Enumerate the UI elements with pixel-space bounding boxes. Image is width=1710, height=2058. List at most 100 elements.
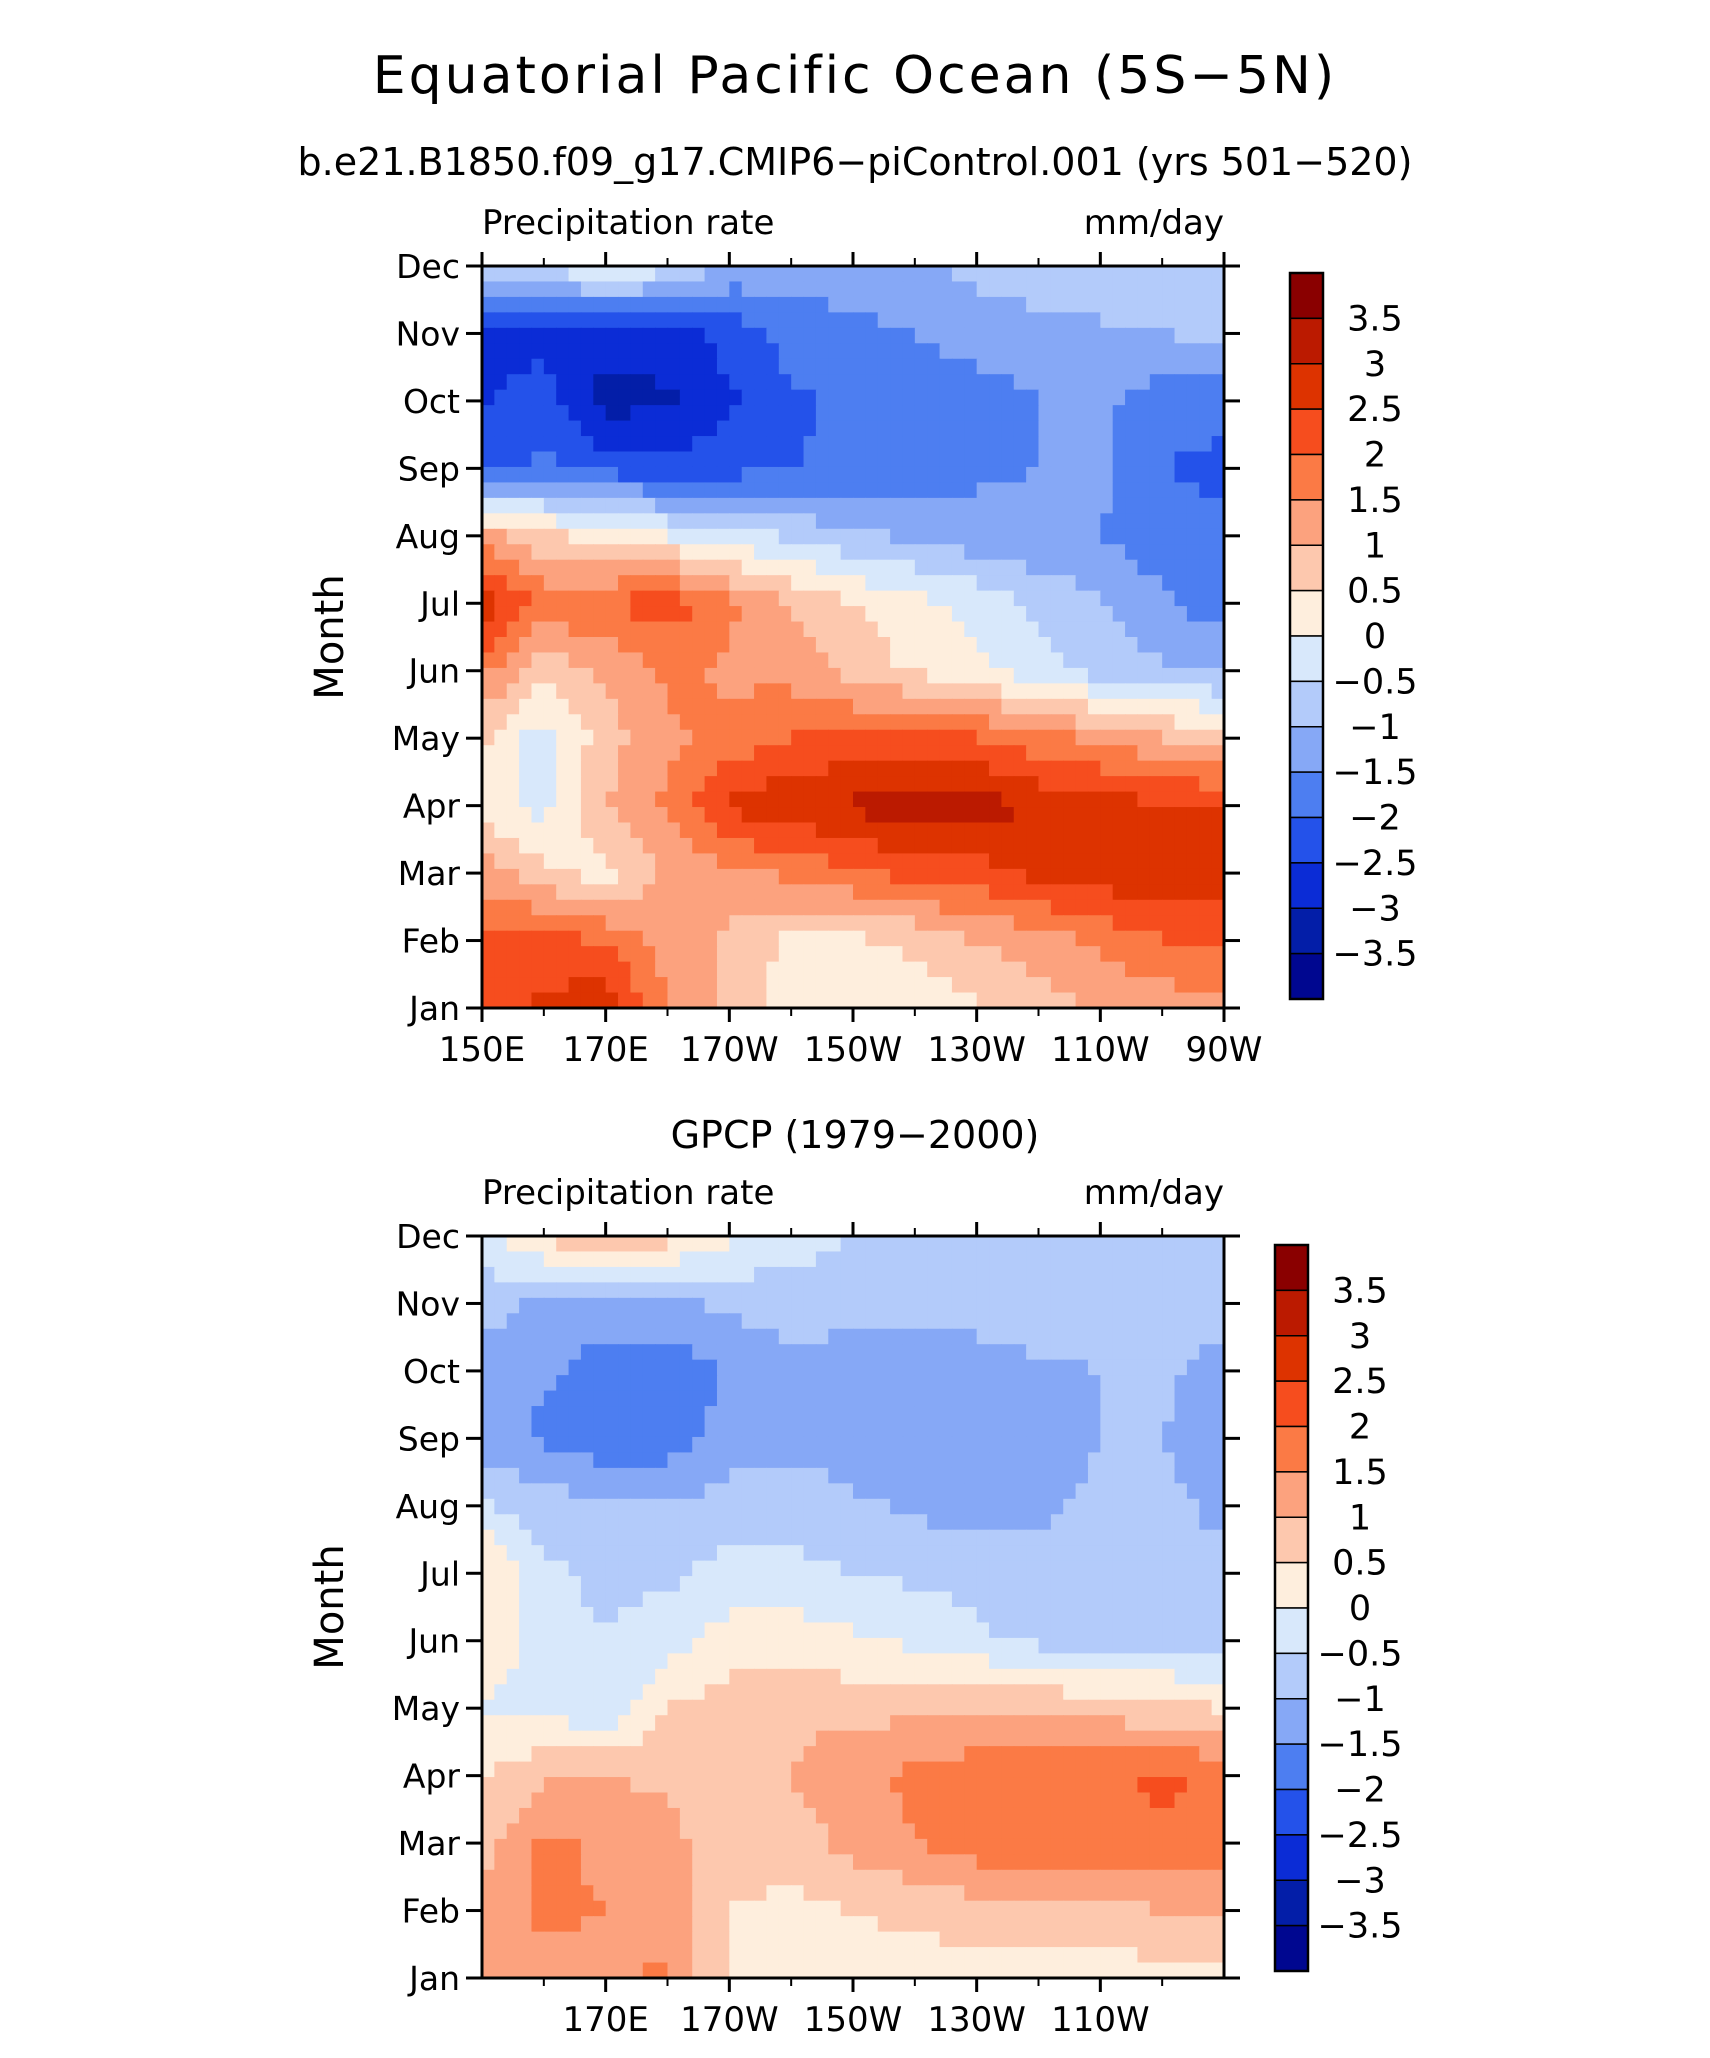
heatmap-cell bbox=[1050, 312, 1064, 329]
heatmap-cell bbox=[568, 1715, 582, 1732]
heatmap-cell bbox=[1186, 1297, 1200, 1314]
heatmap-cell bbox=[1100, 1375, 1114, 1392]
heatmap-cell bbox=[853, 961, 866, 978]
heatmap-cell bbox=[729, 1390, 743, 1407]
heatmap-cell bbox=[741, 497, 755, 514]
heatmap-cell bbox=[1149, 1236, 1163, 1253]
heatmap-cell bbox=[1149, 683, 1163, 700]
heatmap-cell bbox=[506, 1266, 520, 1283]
heatmap-cell bbox=[989, 652, 1002, 669]
heatmap-cell bbox=[1038, 1266, 1052, 1283]
heatmap-cell bbox=[741, 868, 755, 885]
heatmap-cell bbox=[605, 1406, 619, 1423]
heatmap-cell bbox=[890, 930, 904, 947]
heatmap-cell bbox=[679, 312, 693, 329]
heatmap-cell bbox=[556, 745, 570, 762]
heatmap-cell bbox=[815, 698, 829, 715]
heatmap-cell bbox=[853, 296, 866, 313]
heatmap-cell bbox=[902, 1313, 916, 1330]
heatmap-cell bbox=[778, 1746, 792, 1763]
heatmap-cell bbox=[519, 807, 533, 824]
heatmap-cell bbox=[865, 358, 879, 375]
heatmap-cell bbox=[741, 1545, 755, 1562]
heatmap-cell bbox=[655, 1514, 669, 1531]
heatmap-cell bbox=[1174, 946, 1188, 963]
heatmap-cell bbox=[1186, 1607, 1200, 1624]
heatmap-cell bbox=[704, 1390, 718, 1407]
heatmap-cell bbox=[939, 1436, 953, 1454]
heatmap-cell bbox=[791, 497, 805, 514]
heatmap-cell bbox=[927, 884, 941, 901]
heatmap-cell bbox=[1149, 575, 1163, 592]
heatmap-cell bbox=[1050, 1236, 1064, 1253]
heatmap-cell bbox=[1186, 1514, 1200, 1531]
heatmap-cell bbox=[630, 1375, 644, 1392]
heatmap-cell bbox=[506, 1637, 520, 1654]
heatmap-cell bbox=[902, 420, 916, 437]
heatmap-cell bbox=[1186, 281, 1200, 298]
heatmap-cell bbox=[692, 497, 706, 514]
heatmap-cell bbox=[853, 1375, 866, 1392]
heatmap-cell bbox=[692, 1236, 706, 1253]
heatmap-cell bbox=[704, 776, 718, 793]
heatmap-cell bbox=[692, 266, 706, 283]
heatmap-cell bbox=[1112, 1282, 1126, 1299]
heatmap-cell bbox=[1149, 1359, 1163, 1376]
heatmap-cell bbox=[976, 977, 990, 994]
heatmap-cell bbox=[618, 1297, 631, 1314]
heatmap-cell bbox=[506, 1313, 520, 1330]
heatmap-cell bbox=[1162, 977, 1176, 994]
heatmap-cell bbox=[1026, 497, 1040, 514]
heatmap-cell bbox=[939, 776, 953, 793]
heatmap-cell bbox=[1162, 930, 1176, 947]
heatmap-cell bbox=[1075, 1607, 1089, 1624]
heatmap-cell bbox=[1013, 1344, 1027, 1361]
heatmap-cell bbox=[1038, 621, 1052, 638]
heatmap-cell bbox=[803, 1390, 817, 1407]
heatmap-cell bbox=[1186, 745, 1200, 762]
heatmap-cell bbox=[704, 1715, 718, 1732]
heatmap-cell bbox=[692, 1498, 706, 1515]
heatmap-cell bbox=[692, 884, 706, 901]
heatmap-cell bbox=[1162, 807, 1176, 824]
heatmap-cell bbox=[1100, 1313, 1114, 1330]
heatmap-cell bbox=[531, 544, 545, 561]
heatmap-cell bbox=[976, 1498, 990, 1515]
heatmap-cell bbox=[1100, 946, 1114, 963]
heatmap-cell bbox=[1100, 1452, 1114, 1469]
heatmap-cell bbox=[865, 853, 879, 870]
heatmap-cell bbox=[1199, 791, 1213, 808]
heatmap-cell bbox=[531, 1313, 545, 1330]
heatmap-cell bbox=[754, 358, 768, 375]
heatmap-cell bbox=[865, 1297, 879, 1314]
heatmap-cell bbox=[716, 544, 730, 561]
heatmap-cell bbox=[754, 992, 768, 1009]
heatmap-cell bbox=[1162, 575, 1176, 592]
heatmap-cell bbox=[1174, 374, 1188, 391]
heatmap-cell bbox=[1075, 853, 1089, 870]
heatmap-cell bbox=[778, 868, 792, 885]
heatmap-cell bbox=[506, 698, 520, 715]
heatmap-cell bbox=[914, 1622, 928, 1639]
heatmap-cell bbox=[667, 1282, 681, 1299]
heatmap-cell bbox=[1199, 1684, 1213, 1701]
heatmap-cell bbox=[1063, 1591, 1077, 1608]
heatmap-cell bbox=[704, 1514, 718, 1531]
heatmap-cell bbox=[815, 1730, 829, 1747]
heatmap-cell bbox=[754, 1436, 768, 1454]
heatmap-cell bbox=[655, 946, 669, 963]
heatmap-cell bbox=[494, 528, 508, 545]
heatmap-cell bbox=[642, 312, 656, 329]
heatmap-cell bbox=[989, 1715, 1002, 1732]
heatmap-cell bbox=[828, 807, 842, 824]
heatmap-cell bbox=[543, 1746, 557, 1763]
heatmap-cell bbox=[902, 513, 916, 530]
heatmap-cell bbox=[716, 1421, 730, 1438]
heatmap-cell bbox=[618, 1591, 631, 1608]
heatmap-cell bbox=[951, 1498, 965, 1515]
heatmap-cell bbox=[519, 977, 533, 994]
heatmap-cell bbox=[791, 1344, 805, 1361]
heatmap-cell bbox=[1013, 868, 1027, 885]
heatmap-cell bbox=[716, 992, 730, 1009]
heatmap-cell bbox=[766, 992, 780, 1009]
